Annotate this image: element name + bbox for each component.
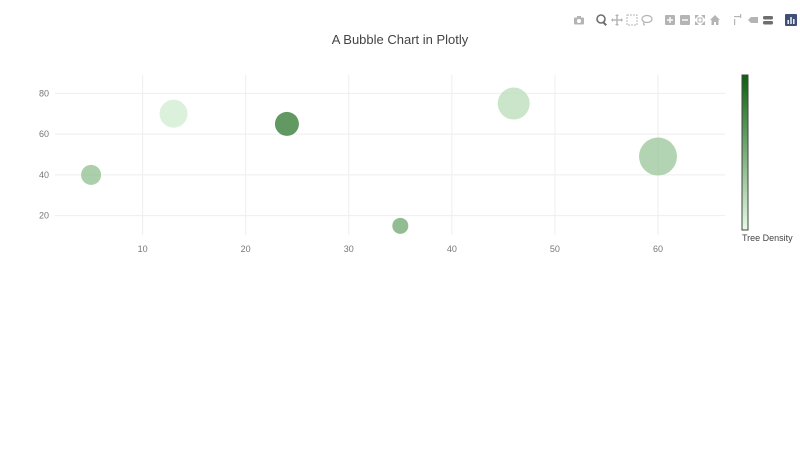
modebar-group (594, 12, 654, 28)
zoom-in-button[interactable] (662, 12, 677, 28)
bubble-point[interactable] (497, 87, 530, 120)
y-tick-label: 60 (39, 129, 49, 139)
hover-closest-icon (747, 17, 758, 23)
autoscale-icon (694, 15, 705, 25)
plotly-logo-icon (784, 14, 797, 26)
x-tick-label: 10 (138, 244, 148, 254)
hover-compare-button[interactable] (760, 12, 775, 28)
zoom-in-icon (664, 15, 675, 25)
y-tick-label: 40 (39, 170, 49, 180)
hover-closest-button[interactable] (745, 12, 760, 28)
modebar-group (730, 12, 775, 28)
zoom-button[interactable] (594, 12, 609, 28)
hover-compare-icon (762, 16, 773, 25)
grid-lines (55, 75, 725, 235)
bubble-points (81, 87, 677, 234)
x-tick-label: 30 (344, 244, 354, 254)
box-select-button[interactable] (624, 12, 639, 28)
spike-lines-icon (733, 14, 741, 25)
axis-ticks: 10 20 30 40 50 60 20 40 60 80 (39, 88, 663, 254)
autoscale-button[interactable] (692, 12, 707, 28)
camera-button[interactable] (571, 12, 586, 28)
modebar-group (571, 12, 586, 28)
chart-title: A Bubble Chart in Plotly (332, 32, 469, 47)
y-tick-label: 80 (39, 88, 49, 98)
pan-button[interactable] (609, 12, 624, 28)
reset-axes-icon (709, 15, 720, 25)
reset-axes-button[interactable] (707, 12, 722, 28)
colorbar (741, 74, 749, 231)
colorbar-title: Tree Density (742, 233, 793, 243)
modebar-group (783, 12, 798, 28)
bubble-point[interactable] (159, 99, 188, 128)
zoom-icon (595, 14, 607, 26)
bubble-point[interactable] (81, 164, 102, 185)
spike-lines-button[interactable] (730, 12, 745, 28)
pan-icon (610, 14, 623, 26)
y-tick-label: 20 (39, 211, 49, 221)
modebar (563, 12, 798, 28)
plotly-logo-button[interactable] (783, 12, 798, 28)
lasso-select-icon (640, 14, 653, 26)
lasso-select-button[interactable] (639, 12, 654, 28)
modebar-group (662, 12, 722, 28)
bubble-point[interactable] (392, 217, 409, 234)
box-select-icon (626, 14, 637, 26)
x-tick-label: 50 (550, 244, 560, 254)
x-tick-label: 60 (653, 244, 663, 254)
zoom-out-button[interactable] (677, 12, 692, 28)
zoom-out-icon (679, 15, 690, 25)
bubble-point[interactable] (639, 137, 677, 176)
camera-icon (573, 16, 584, 25)
bubble-point[interactable] (274, 111, 299, 136)
x-tick-label: 40 (447, 244, 457, 254)
x-tick-label: 20 (241, 244, 251, 254)
